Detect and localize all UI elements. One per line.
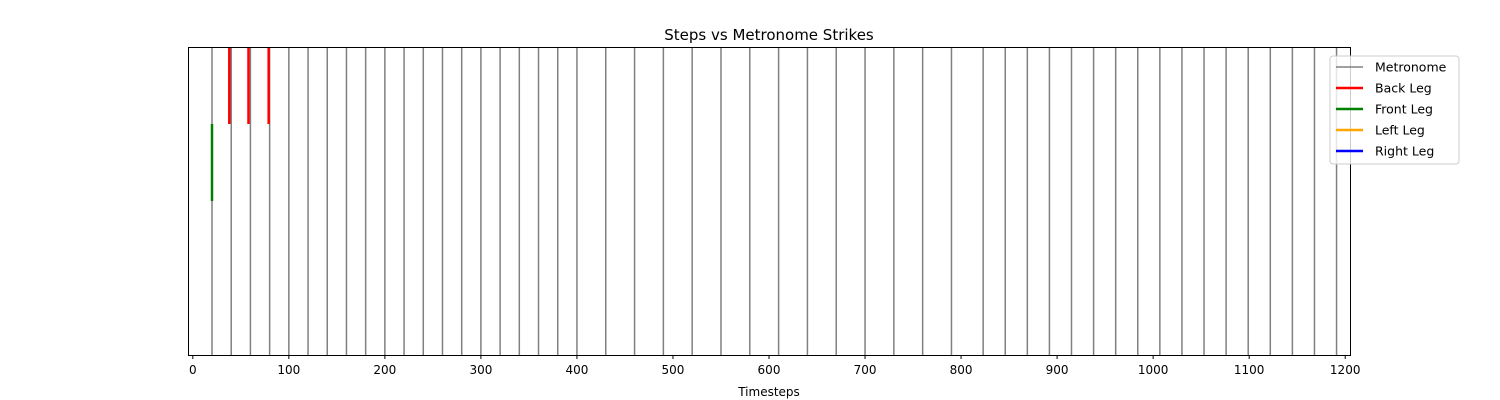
x-tick-label-9: 900 (1046, 363, 1069, 377)
x-tick-label-1: 100 (277, 363, 300, 377)
legend-label-left-leg: Left Leg (1375, 123, 1425, 138)
x-tick-label-8: 800 (950, 363, 973, 377)
x-tick-label-0: 0 (189, 363, 197, 377)
legend-label-back-leg: Back Leg (1375, 81, 1432, 96)
plot-marks (210, 47, 1338, 355)
x-tick-label-2: 200 (373, 363, 396, 377)
legend-box (1329, 55, 1460, 165)
legend-label-metronome: Metronome (1375, 60, 1447, 75)
legend-label-front-leg: Front Leg (1375, 102, 1433, 117)
plot-frame (188, 47, 1351, 356)
x-tick-label-6: 600 (758, 363, 781, 377)
x-axis-label: Timesteps (737, 385, 800, 399)
x-tick-label-10: 1000 (1138, 363, 1169, 377)
x-tick-label-12: 1200 (1330, 363, 1361, 377)
x-tick-label-11: 1100 (1234, 363, 1265, 377)
legend: Metronome Back Leg Front Leg Left Leg Right … (1329, 55, 1460, 165)
x-axis: 0 100 200 300 400 500 600 700 800 900 1000 1100 1200 (189, 355, 1360, 377)
x-tick-label-5: 500 (662, 363, 685, 377)
x-tick-label-4: 400 (565, 363, 588, 377)
x-tick-label-3: 300 (469, 363, 492, 377)
chart-title: Steps vs Metronome Strikes (664, 26, 874, 44)
x-tick-label-7: 700 (854, 363, 877, 377)
legend-label-right-leg: Right Leg (1375, 144, 1434, 159)
